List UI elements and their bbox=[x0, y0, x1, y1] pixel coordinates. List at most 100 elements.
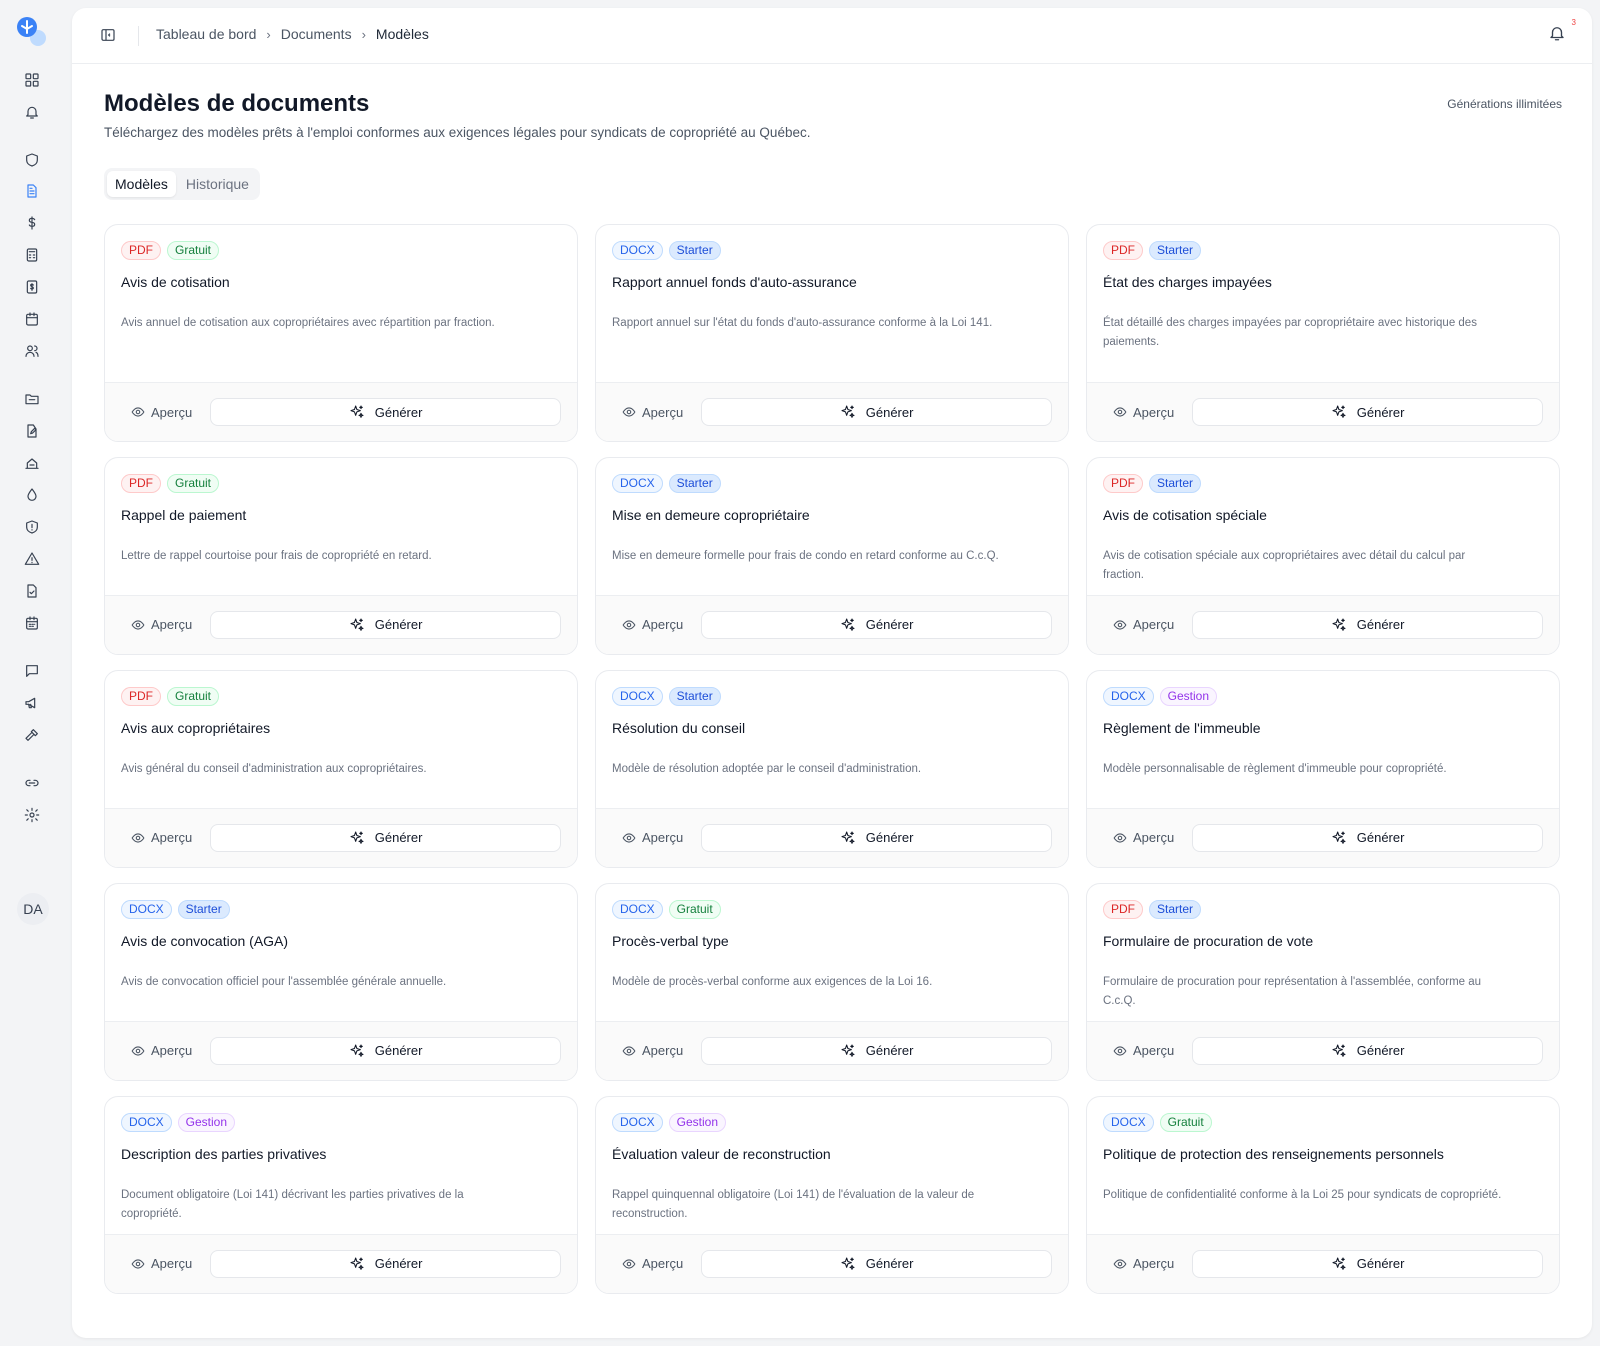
generate-button[interactable]: Générer bbox=[1192, 398, 1543, 427]
breadcrumb-documents[interactable]: Documents bbox=[280, 26, 352, 42]
megaphone-icon[interactable] bbox=[22, 693, 42, 713]
chat-icon[interactable] bbox=[22, 661, 42, 681]
generate-button[interactable]: Générer bbox=[701, 610, 1052, 639]
format-badge: PDF bbox=[1103, 241, 1143, 260]
card-body: DOCX Starter Mise en demeure copropriéta… bbox=[596, 458, 1068, 595]
generate-button[interactable]: Générer bbox=[210, 1249, 561, 1278]
edit-document-icon[interactable] bbox=[22, 421, 42, 441]
inspection-icon[interactable] bbox=[22, 453, 42, 473]
generate-button[interactable]: Générer bbox=[210, 610, 561, 639]
card-body: DOCX Gratuit Politique de protection des… bbox=[1087, 1097, 1559, 1234]
generate-button[interactable]: Générer bbox=[210, 1036, 561, 1065]
card-body: PDF Starter État des charges impayées Ét… bbox=[1087, 225, 1559, 382]
preview-button[interactable]: Aperçu bbox=[121, 824, 202, 852]
card-title: Description des parties privatives bbox=[121, 1146, 327, 1162]
card-description: État détaillé des charges impayées par c… bbox=[1103, 317, 1477, 348]
user-avatar[interactable]: DA bbox=[17, 893, 49, 925]
generate-button[interactable]: Générer bbox=[1192, 610, 1543, 639]
document-icon[interactable] bbox=[22, 181, 42, 201]
calendar-grid-icon[interactable] bbox=[22, 613, 42, 633]
generate-button[interactable]: Générer bbox=[701, 823, 1052, 852]
link-icon[interactable] bbox=[22, 773, 42, 793]
calendar-icon[interactable] bbox=[22, 309, 42, 329]
tier-badge: Gestion bbox=[668, 1113, 727, 1132]
eye-icon bbox=[1113, 620, 1127, 630]
generate-button[interactable]: Générer bbox=[701, 1249, 1052, 1278]
sparkles-icon bbox=[1332, 618, 1346, 631]
card-body: DOCX Gestion Évaluation valeur de recons… bbox=[596, 1097, 1068, 1234]
preview-button[interactable]: Aperçu bbox=[612, 611, 693, 639]
card-body: PDF Gratuit Avis aux copropriétaires Avi… bbox=[105, 671, 577, 808]
generate-button[interactable]: Générer bbox=[210, 398, 561, 427]
format-badge: DOCX bbox=[612, 687, 663, 706]
card-title: Rappel de paiement bbox=[121, 507, 247, 523]
preview-button[interactable]: Aperçu bbox=[121, 1037, 202, 1065]
card-footer: Aperçu Générer bbox=[105, 1020, 577, 1080]
settings-icon[interactable] bbox=[22, 805, 42, 825]
preview-button[interactable]: Aperçu bbox=[612, 1037, 693, 1065]
preview-label: Aperçu bbox=[151, 1043, 193, 1059]
bell-icon[interactable] bbox=[22, 102, 42, 122]
app-logo[interactable] bbox=[16, 16, 50, 50]
generate-button[interactable]: Générer bbox=[701, 1036, 1052, 1065]
droplet-icon[interactable] bbox=[22, 485, 42, 505]
document-check-icon[interactable] bbox=[22, 581, 42, 601]
tier-badge: Gratuit bbox=[167, 474, 220, 493]
format-badge: DOCX bbox=[1103, 1113, 1154, 1132]
preview-button[interactable]: Aperçu bbox=[612, 398, 693, 426]
template-card: PDF Gratuit Rappel de paiement Lettre de… bbox=[104, 457, 578, 655]
calculator-icon[interactable] bbox=[22, 245, 42, 265]
template-card: DOCX Starter Rapport annuel fonds d'auto… bbox=[595, 224, 1069, 442]
card-description: Document obligatoire (Loi 141) décrivant… bbox=[121, 1189, 464, 1220]
card-title: Avis de cotisation bbox=[121, 274, 230, 290]
eye-icon bbox=[1113, 833, 1127, 843]
generate-button[interactable]: Générer bbox=[210, 823, 561, 852]
card-body: DOCX Starter Avis de convocation (AGA) A… bbox=[105, 884, 577, 1021]
preview-button[interactable]: Aperçu bbox=[1103, 1250, 1184, 1278]
sparkles-icon bbox=[1332, 831, 1346, 844]
notifications-button[interactable]: 3 bbox=[1548, 18, 1576, 46]
generate-button[interactable]: Générer bbox=[1192, 823, 1543, 852]
preview-button[interactable]: Aperçu bbox=[121, 1250, 202, 1278]
tier-badge: Gratuit bbox=[167, 241, 220, 260]
preview-button[interactable]: Aperçu bbox=[121, 611, 202, 639]
dollar-icon[interactable] bbox=[22, 213, 42, 233]
generate-label: Générer bbox=[1356, 1256, 1405, 1272]
card-badges: PDF Starter bbox=[1103, 900, 1543, 920]
generate-button[interactable]: Générer bbox=[1192, 1036, 1543, 1065]
users-icon[interactable] bbox=[22, 341, 42, 361]
eye-icon bbox=[1113, 1259, 1127, 1269]
preview-button[interactable]: Aperçu bbox=[1103, 824, 1184, 852]
breadcrumb-dashboard[interactable]: Tableau de bord bbox=[156, 26, 257, 42]
generate-button[interactable]: Générer bbox=[1192, 1249, 1543, 1278]
card-footer: Aperçu Générer bbox=[1087, 1233, 1559, 1293]
generate-label: Générer bbox=[374, 404, 423, 420]
card-title: Procès-verbal type bbox=[612, 933, 729, 949]
warning-icon[interactable] bbox=[22, 549, 42, 569]
receipt-icon[interactable] bbox=[22, 277, 42, 297]
preview-button[interactable]: Aperçu bbox=[1103, 398, 1184, 426]
preview-button[interactable]: Aperçu bbox=[121, 398, 202, 426]
eye-icon bbox=[622, 1259, 636, 1269]
preview-label: Aperçu bbox=[1133, 404, 1175, 420]
hammer-icon[interactable] bbox=[22, 725, 42, 745]
preview-button[interactable]: Aperçu bbox=[1103, 1037, 1184, 1065]
tab-historique[interactable]: Historique bbox=[185, 176, 249, 192]
shield-icon[interactable] bbox=[22, 150, 42, 170]
preview-button[interactable]: Aperçu bbox=[612, 1250, 693, 1278]
dashboard-icon[interactable] bbox=[22, 70, 42, 90]
shield-alert-icon[interactable] bbox=[22, 517, 42, 537]
card-description: Mise en demeure formelle pour frais de c… bbox=[612, 550, 999, 562]
preview-button[interactable]: Aperçu bbox=[612, 824, 693, 852]
sidebar-toggle-icon[interactable] bbox=[100, 27, 118, 45]
template-card: DOCX Gratuit Politique de protection des… bbox=[1086, 1096, 1560, 1294]
generate-label: Générer bbox=[865, 830, 914, 846]
folder-icon[interactable] bbox=[22, 389, 42, 409]
generate-button[interactable]: Générer bbox=[701, 398, 1052, 427]
card-footer: Aperçu Générer bbox=[1087, 594, 1559, 654]
card-description: Avis annuel de cotisation aux copropriét… bbox=[121, 317, 495, 329]
eye-icon bbox=[622, 407, 636, 417]
tab-modeles[interactable]: Modèles bbox=[107, 171, 176, 197]
sparkles-icon bbox=[841, 618, 855, 631]
preview-button[interactable]: Aperçu bbox=[1103, 611, 1184, 639]
